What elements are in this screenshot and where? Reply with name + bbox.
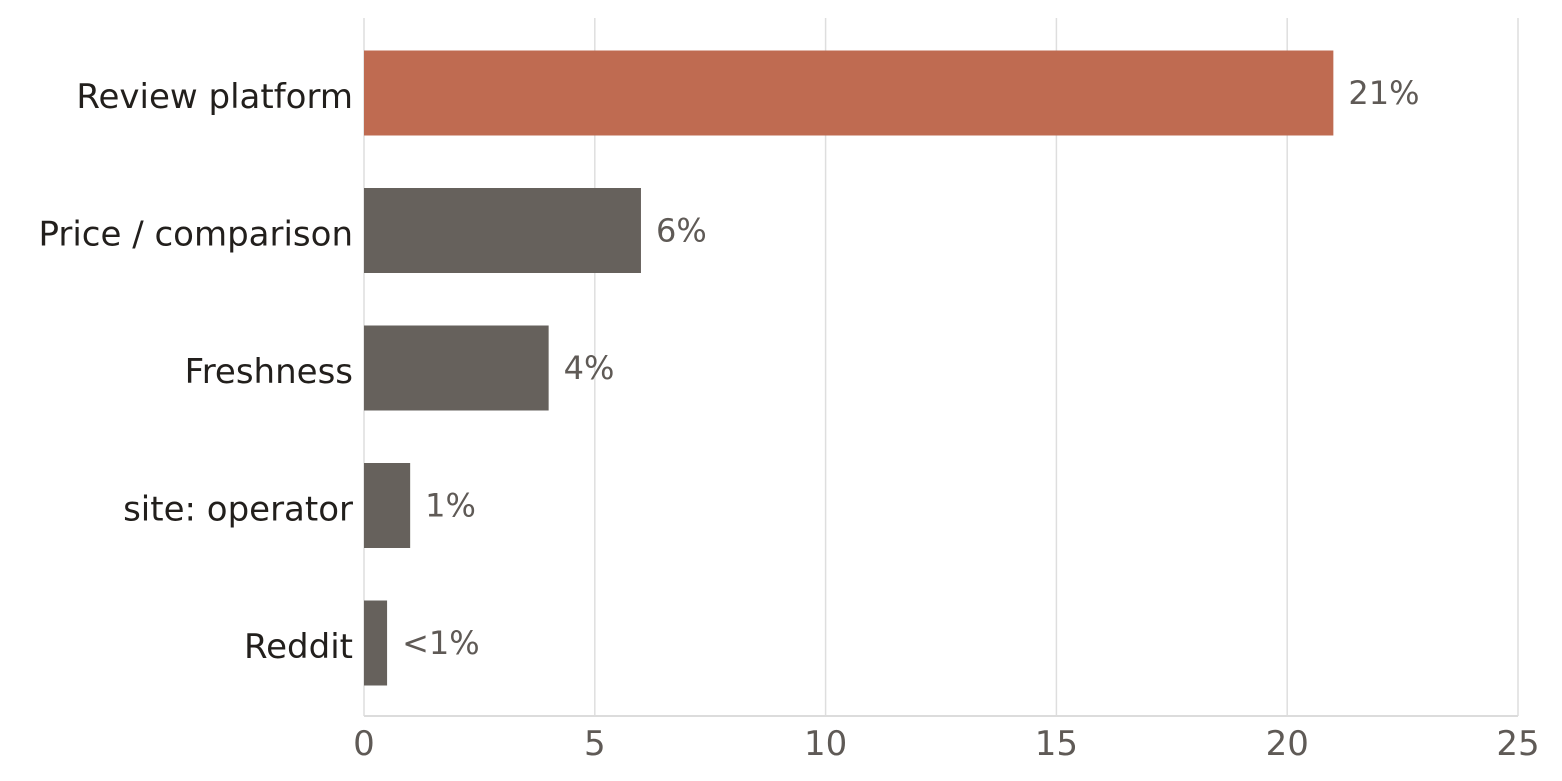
category-label: Review platform (76, 77, 353, 117)
bar (364, 325, 549, 411)
labels: Review platform 21% Price / comparison 6% Fr… (38, 74, 1419, 667)
x-tick-label: 5 (584, 724, 606, 764)
x-tick-label: 0 (353, 724, 375, 764)
x-tick-label: 15 (1035, 724, 1078, 764)
category-label: site: operator (123, 490, 353, 530)
value-label: 4% (564, 349, 615, 387)
bar (364, 50, 1334, 136)
bar (364, 600, 388, 686)
x-tick-label: 10 (804, 724, 847, 764)
value-label: 1% (425, 487, 476, 525)
x-tick-label: 20 (1266, 724, 1309, 764)
category-label: Price / comparison (38, 215, 353, 255)
bars (364, 50, 1334, 686)
bar (364, 463, 411, 548)
category-label: Freshness (185, 352, 353, 392)
x-axis-ticks: 0 5 10 15 20 25 (353, 724, 1539, 764)
category-label: Reddit (244, 627, 353, 667)
x-tick-label: 25 (1496, 724, 1539, 764)
value-label: 21% (1348, 74, 1419, 112)
bar (364, 188, 641, 273)
value-label: 6% (656, 212, 707, 250)
value-label: <1% (402, 624, 480, 662)
